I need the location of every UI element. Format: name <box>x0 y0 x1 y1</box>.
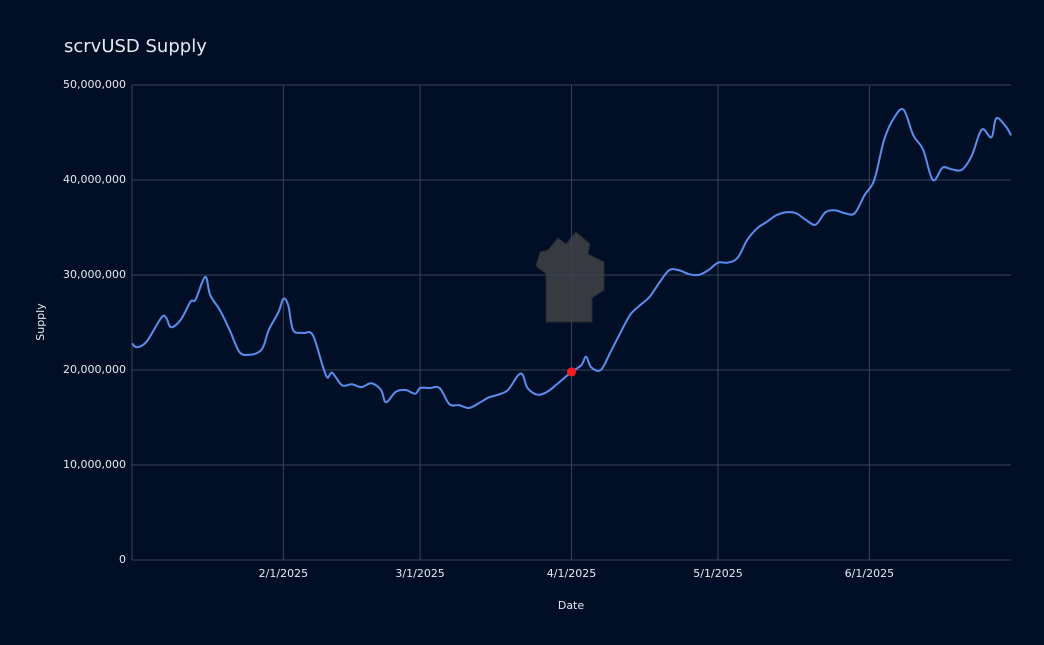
y-tick-label: 10,000,000 <box>63 458 126 471</box>
y-tick-label: 40,000,000 <box>63 173 126 186</box>
x-tick-label: 4/1/2025 <box>547 567 596 580</box>
y-tick-label: 50,000,000 <box>63 78 126 91</box>
chart-title: scrvUSD Supply <box>64 36 207 57</box>
y-tick-label: 20,000,000 <box>63 363 126 376</box>
y-tick-label: 0 <box>119 553 126 566</box>
x-tick-label: 5/1/2025 <box>693 567 742 580</box>
x-tick-label: 3/1/2025 <box>395 567 444 580</box>
y-axis-label: Supply <box>34 303 47 341</box>
y-tick-label: 30,000,000 <box>63 268 126 281</box>
x-tick-label: 2/1/2025 <box>259 567 308 580</box>
x-tick-label: 6/1/2025 <box>845 567 894 580</box>
highlight-point <box>567 367 576 377</box>
watermark <box>535 231 605 323</box>
x-axis-label: Date <box>558 599 585 612</box>
line-series <box>131 108 1012 410</box>
plot-layer: 0 10,000,000 20,000,000 30,000,000 40,000,00… <box>63 78 1012 580</box>
